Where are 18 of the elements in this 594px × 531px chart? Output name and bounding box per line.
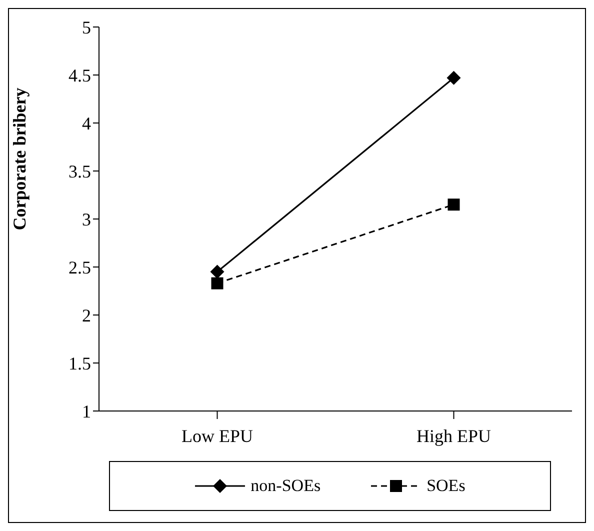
y-tick-label: 1	[82, 401, 91, 422]
y-tick-label: 3.5	[68, 161, 91, 182]
point	[211, 277, 224, 290]
x-tick-label: Low EPU	[182, 426, 253, 446]
point	[448, 198, 460, 211]
legend-label: non-SOEs	[250, 476, 321, 496]
y-tick-label: 2	[82, 305, 91, 326]
point	[210, 264, 224, 279]
x-tick-label: High EPU	[416, 426, 492, 446]
y-tick-label: 4.5	[68, 65, 91, 86]
legend-label: SOEs	[426, 476, 466, 496]
y-tick-label: 3	[82, 209, 91, 230]
y-tick-label: 4	[82, 113, 91, 134]
y-tick-label: 5	[82, 17, 91, 38]
point	[446, 70, 461, 85]
y-axis-title: Corporate bribery	[9, 88, 30, 230]
y-tick-label: 2.5	[68, 257, 91, 278]
y-tick-label: 1.5	[68, 353, 91, 374]
